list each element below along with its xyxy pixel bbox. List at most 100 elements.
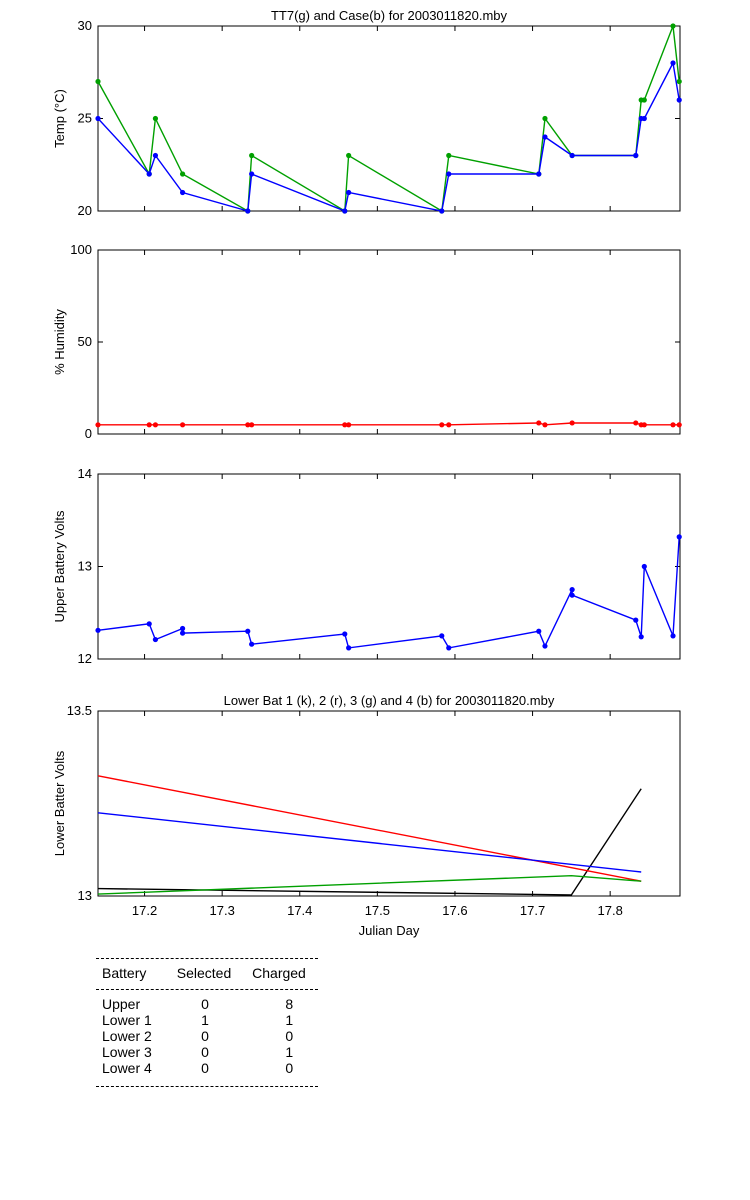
- cell-charged: 0: [285, 1028, 294, 1044]
- data-point: [95, 422, 101, 428]
- data-point: [146, 621, 152, 627]
- data-point: [641, 115, 647, 122]
- series-line: [97, 788, 642, 896]
- series-line: [97, 25, 680, 213]
- table-rule-top: [96, 958, 318, 959]
- x-tick-label: 17.3: [210, 903, 235, 918]
- data-point: [536, 420, 542, 426]
- data-point: [346, 422, 352, 428]
- data-point: [439, 422, 445, 428]
- data-point: [346, 189, 352, 196]
- y-tick-label: 25: [78, 111, 92, 126]
- data-point: [95, 115, 101, 122]
- x-tick-label: 17.6: [442, 903, 467, 918]
- y-axis-label: Lower Batter Volts: [52, 750, 67, 856]
- data-point: [633, 617, 639, 623]
- data-point: [670, 422, 676, 428]
- data-point: [152, 636, 159, 643]
- data-point: [249, 422, 255, 428]
- data-point: [676, 422, 682, 428]
- cell-charged: 8: [285, 996, 294, 1012]
- cell-charged: 1: [285, 1012, 294, 1028]
- table-row: Lower 1 1 1: [96, 1012, 318, 1028]
- data-point: [641, 563, 647, 570]
- data-point: [536, 628, 542, 634]
- data-point: [249, 641, 255, 647]
- y-tick-label: 13: [78, 888, 92, 903]
- table-row: Lower 4 0 0: [96, 1060, 318, 1076]
- data-point: [95, 78, 101, 85]
- data-point: [245, 628, 251, 634]
- data-point: [633, 152, 639, 159]
- data-point: [146, 422, 152, 428]
- data-point: [446, 422, 452, 428]
- data-point: [179, 422, 186, 428]
- data-point: [670, 60, 676, 66]
- cell-battery: Lower 2: [102, 1028, 152, 1044]
- data-point: [633, 420, 639, 426]
- data-point: [245, 208, 251, 214]
- data-point: [249, 171, 255, 177]
- data-point: [342, 208, 348, 214]
- cell-battery: Upper: [102, 996, 141, 1012]
- data-point: [179, 171, 186, 177]
- x-tick-label: 17.5: [365, 903, 390, 918]
- y-axis-label: Temp (°C): [52, 89, 67, 148]
- plot-frame: [97, 25, 681, 212]
- table-row: Lower 3 0 1: [96, 1044, 318, 1060]
- data-point: [641, 422, 647, 428]
- y-tick-label: 100: [70, 242, 92, 257]
- data-point: [146, 171, 152, 177]
- data-point: [569, 152, 575, 159]
- data-point: [152, 422, 159, 428]
- data-point: [439, 208, 445, 214]
- header-selected: Selected: [176, 965, 232, 981]
- series-line: [97, 60, 680, 212]
- y-tick-label: 12: [78, 651, 92, 666]
- data-point: [638, 634, 644, 640]
- data-point: [542, 643, 548, 649]
- data-point: [245, 422, 251, 428]
- data-point: [676, 78, 682, 85]
- data-point: [95, 627, 101, 633]
- plot-frame: [97, 473, 681, 660]
- y-tick-label: 13.5: [67, 703, 92, 718]
- cell-selected: 0: [201, 1044, 209, 1060]
- cell-selected: 1: [201, 1012, 209, 1028]
- battery-table: Battery Selected Charged Upper 0 8 Lower…: [96, 958, 318, 1087]
- cell-charged: 0: [285, 1060, 294, 1076]
- cell-selected: 0: [201, 1028, 209, 1044]
- data-point: [569, 587, 575, 593]
- plot-frame: [97, 710, 681, 897]
- series-line: [97, 775, 642, 882]
- table-body: Upper 0 8 Lower 1 1 1 Lower 2 0 0 Lower …: [96, 990, 318, 1086]
- series-line: [97, 874, 642, 895]
- x-axis-label: Julian Day: [359, 923, 420, 938]
- data-point: [346, 645, 352, 651]
- plot-frame: [97, 249, 681, 435]
- table-header-row: Battery Selected Charged: [96, 959, 318, 989]
- x-tick-label: 17.7: [520, 903, 545, 918]
- data-point: [542, 422, 548, 428]
- data-point: [670, 633, 676, 639]
- table-rule-mid: [96, 989, 318, 990]
- chart-title: TT7(g) and Case(b) for 2003011820.mby: [271, 8, 508, 23]
- data-point: [446, 152, 452, 159]
- cell-charged: 1: [285, 1044, 294, 1060]
- data-point: [179, 189, 186, 196]
- data-point: [179, 625, 186, 632]
- data-point: [569, 420, 575, 426]
- series-line: [98, 422, 680, 426]
- data-point: [676, 97, 682, 103]
- cell-selected: 0: [201, 996, 209, 1012]
- data-point: [342, 631, 348, 637]
- data-point: [179, 630, 186, 636]
- data-point: [542, 115, 548, 122]
- y-tick-label: 13: [78, 559, 92, 574]
- x-tick-label: 17.2: [132, 903, 157, 918]
- data-point: [439, 633, 445, 639]
- data-point: [249, 152, 255, 159]
- header-charged: Charged: [252, 965, 306, 981]
- data-point: [676, 534, 682, 540]
- cell-battery: Lower 4: [102, 1060, 152, 1076]
